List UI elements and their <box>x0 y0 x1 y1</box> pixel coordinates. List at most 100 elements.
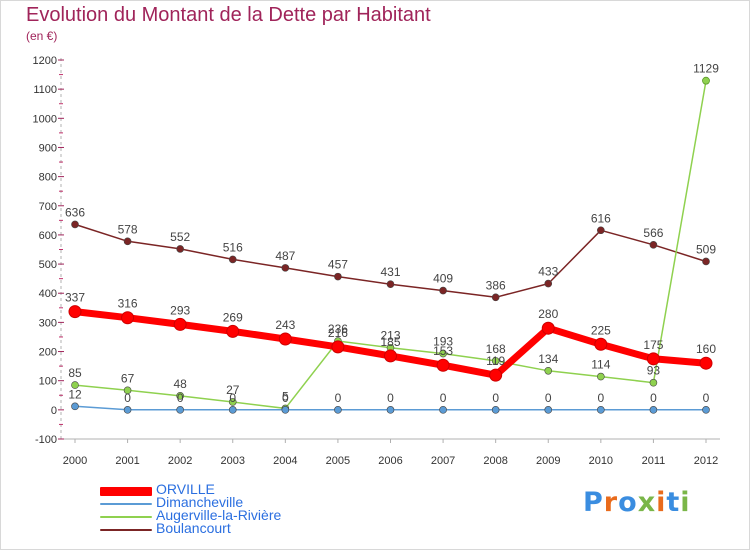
data-point <box>699 356 713 370</box>
data-point <box>649 378 658 387</box>
logo-letter: r <box>603 487 619 518</box>
data-label: 0 <box>177 391 184 405</box>
data-label: 225 <box>591 323 611 337</box>
data-label: 509 <box>696 242 716 256</box>
data-label: 185 <box>380 335 400 349</box>
data-label: 134 <box>538 352 558 366</box>
data-label: 431 <box>380 265 400 279</box>
data-point <box>71 381 79 389</box>
x-tick-label: 2009 <box>536 455 560 467</box>
chart-subtitle: (en €) <box>26 29 58 43</box>
data-labels-layer: 636 578 552 516 487 457 431 409 386 433 616 566 509 8… <box>65 62 719 405</box>
data-label: 160 <box>696 342 716 356</box>
data-label: 409 <box>433 272 453 286</box>
data-label: 5 <box>282 389 289 403</box>
data-point <box>489 368 503 382</box>
data-point <box>597 372 605 381</box>
data-label: 243 <box>275 318 295 332</box>
data-label: 636 <box>65 205 85 219</box>
logo-letter: P <box>583 487 604 518</box>
x-tick-label: 2012 <box>694 455 718 467</box>
data-label: 386 <box>486 278 506 292</box>
legend-label: Augerville-la-Rivière <box>156 507 282 523</box>
y-tick-label: 100 <box>39 376 57 388</box>
data-point <box>331 340 345 354</box>
data-label: 168 <box>486 342 506 356</box>
legend-swatch <box>100 529 152 531</box>
data-label: 236 <box>328 322 348 336</box>
y-tick-label: 1000 <box>33 113 57 125</box>
legend-item-augerville-la-rivi-re: Augerville-la-Rivière <box>100 507 360 524</box>
data-label: 566 <box>643 226 663 240</box>
data-point <box>121 311 135 325</box>
x-tick-label: 2011 <box>642 455 666 467</box>
data-label: 213 <box>380 329 400 343</box>
legend-item-dimancheville: Dimancheville <box>100 494 360 511</box>
y-tick-label: 0 <box>51 405 57 417</box>
y-tick-label: 900 <box>39 142 57 154</box>
data-point <box>173 317 187 331</box>
data-label: 433 <box>538 265 558 279</box>
data-label: 293 <box>170 303 190 317</box>
data-label: 0 <box>650 391 657 405</box>
data-label: 153 <box>433 344 453 358</box>
y-tick-label: 700 <box>39 201 57 213</box>
series-orville <box>68 305 713 382</box>
data-point <box>386 406 395 414</box>
data-point <box>71 220 79 229</box>
data-point <box>334 272 342 281</box>
data-label: 27 <box>226 383 240 397</box>
data-label: 12 <box>68 387 82 401</box>
data-point <box>176 245 184 253</box>
data-label: 93 <box>647 364 661 378</box>
data-point <box>544 406 553 414</box>
data-label: 0 <box>492 391 499 405</box>
x-tick-label: 2002 <box>168 455 192 467</box>
y-tick-label: 800 <box>39 172 57 184</box>
y-tick-label: 1100 <box>33 84 57 96</box>
data-point <box>228 398 237 406</box>
data-point <box>597 406 605 414</box>
logo-letter: x <box>637 487 657 518</box>
x-tick-label: 2010 <box>589 455 613 467</box>
series-boulancourt <box>71 220 710 302</box>
legend-label: Boulancourt <box>156 520 231 536</box>
data-point <box>491 406 500 414</box>
logo-letter: o <box>618 487 638 518</box>
y-tick-label: 300 <box>39 317 57 329</box>
y-tick-label: 200 <box>39 347 57 359</box>
data-point <box>176 392 184 400</box>
y-tick-label: 400 <box>39 288 57 300</box>
data-point <box>123 406 132 414</box>
data-point <box>278 332 292 346</box>
data-label: 578 <box>118 222 138 236</box>
data-point <box>228 255 237 264</box>
logo-letter: i <box>656 487 667 518</box>
data-point <box>439 286 447 295</box>
data-point <box>439 406 447 414</box>
data-point <box>281 406 290 414</box>
data-label: 85 <box>68 366 82 380</box>
axes: -100010020030040050060070080090010001100… <box>33 55 720 467</box>
x-tick-label: 2007 <box>431 455 455 467</box>
legend-swatch <box>100 486 152 496</box>
data-label: 175 <box>643 338 663 352</box>
data-point <box>646 352 660 366</box>
data-point <box>436 358 450 372</box>
y-tick-label: 600 <box>39 230 57 242</box>
logo-letter: i <box>680 487 691 518</box>
data-point <box>123 386 132 395</box>
data-point <box>334 406 342 414</box>
data-label: 0 <box>440 391 447 405</box>
series-layer <box>68 76 713 414</box>
data-label: 0 <box>703 391 710 405</box>
data-point <box>544 279 553 288</box>
data-point <box>649 241 658 249</box>
data-point <box>68 305 82 319</box>
chart-title: Evolution du Montant de la Dette par Hab… <box>26 4 431 26</box>
x-tick-label: 2004 <box>273 455 297 467</box>
data-point <box>123 237 132 246</box>
data-label: 0 <box>124 391 131 405</box>
data-label: 269 <box>223 310 243 324</box>
